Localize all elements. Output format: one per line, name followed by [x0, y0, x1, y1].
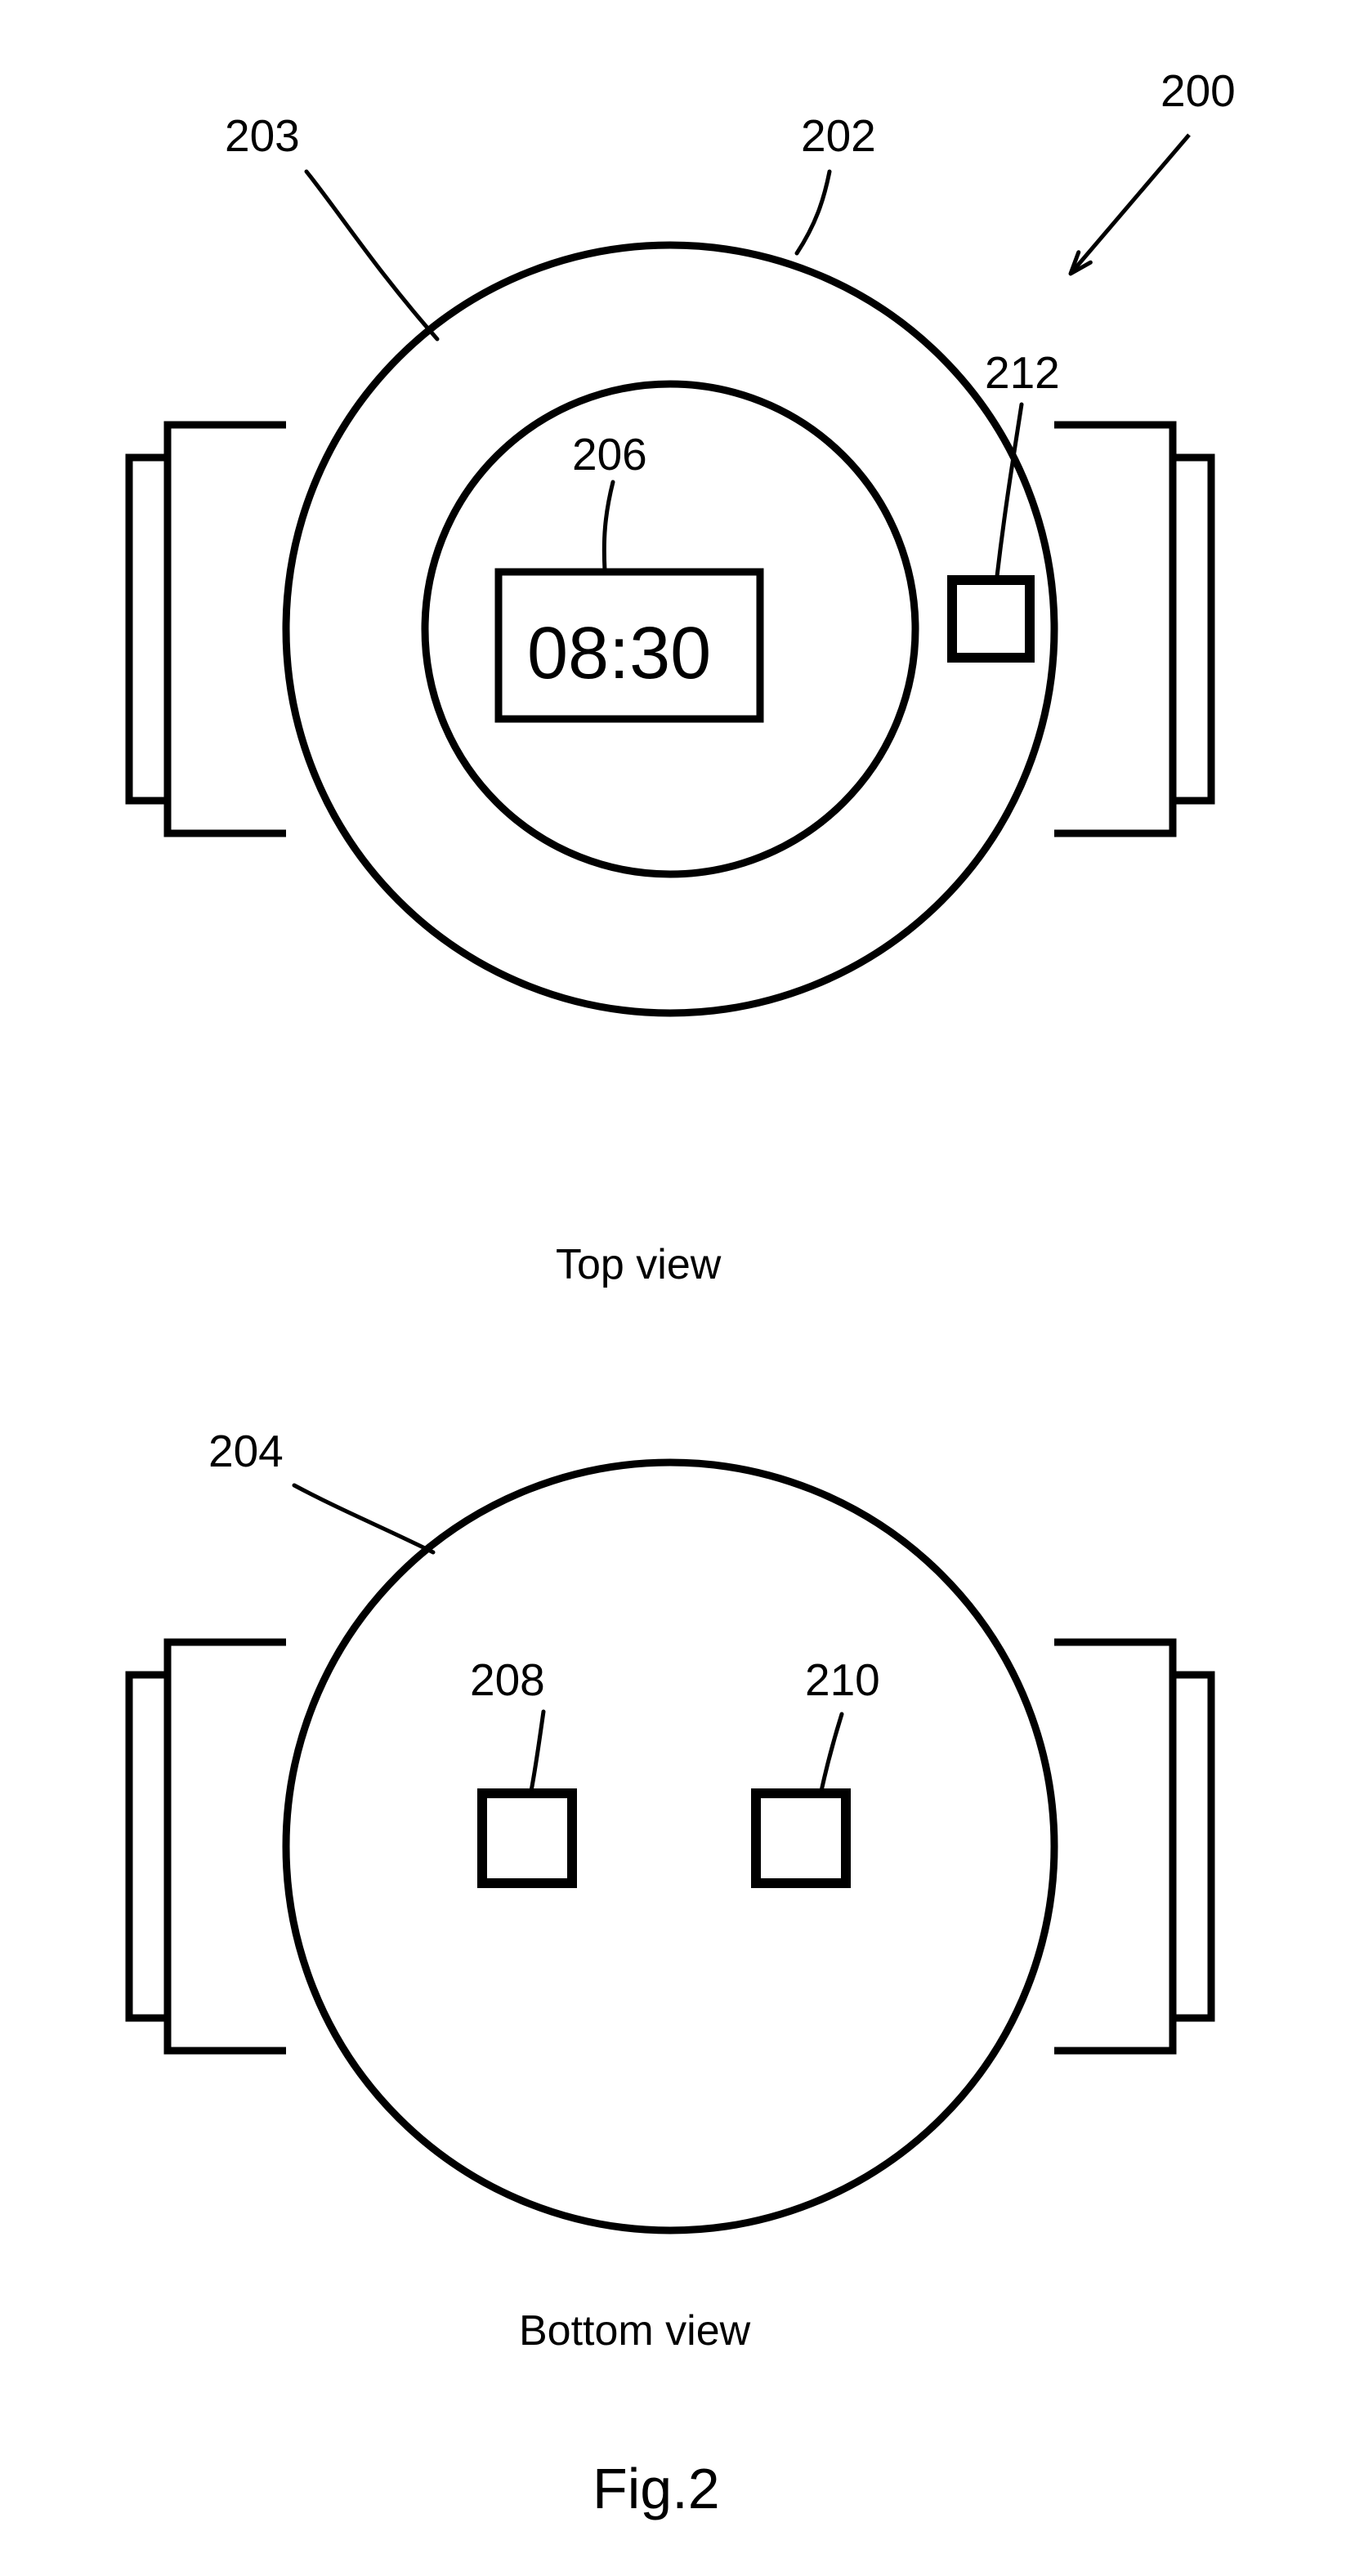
display-time-text: 08:30 — [527, 613, 711, 694]
callout-202-label: 202 — [801, 110, 876, 161]
top-band-left-inner — [168, 425, 286, 833]
callout-203-lead — [306, 172, 437, 339]
callout-210-label: 210 — [805, 1654, 880, 1705]
callout-212-label: 212 — [985, 347, 1060, 398]
bottom-band-right-outer — [1173, 1675, 1211, 2018]
top-band-right-outer — [1173, 458, 1211, 801]
callout-202-lead — [797, 172, 830, 253]
side-button-212 — [952, 580, 1030, 658]
bottom-circle-204 — [286, 1462, 1054, 2230]
top-band-left-outer — [129, 458, 168, 801]
patent-figure-2: 08:30 200 203 202 206 212 Top view 204 208 210 Bot… — [0, 0, 1355, 2576]
callout-206-label: 206 — [572, 429, 647, 480]
bottom-band-left-inner — [168, 1642, 286, 2051]
callout-200-label: 200 — [1160, 65, 1236, 116]
figure-label: Fig.2 — [593, 2457, 720, 2520]
top-band-right-inner — [1054, 425, 1173, 833]
callout-203-label: 203 — [225, 110, 300, 161]
top-view-caption: Top view — [556, 1241, 722, 1288]
bottom-band-left-outer — [129, 1675, 168, 2018]
callout-208-label: 208 — [470, 1654, 545, 1705]
callout-204-lead — [294, 1485, 433, 1552]
callout-200-arrow-shaft — [1071, 135, 1189, 274]
bottom-band-right-inner — [1054, 1642, 1173, 2051]
bottom-view-caption: Bottom view — [519, 2307, 751, 2355]
callout-204-label: 204 — [208, 1426, 284, 1476]
